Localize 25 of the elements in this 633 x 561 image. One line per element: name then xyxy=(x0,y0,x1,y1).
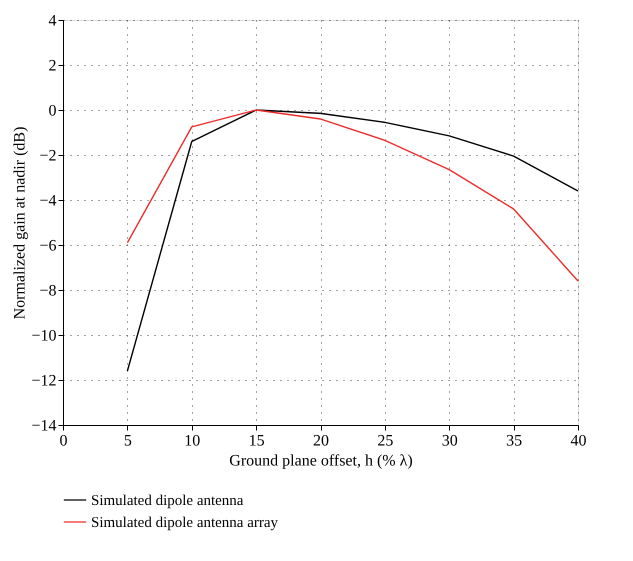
y-tick-label: −14 xyxy=(31,418,56,434)
x-axis-title: Ground plane offset, h (% λ) xyxy=(229,452,413,470)
line-series xyxy=(126,109,579,282)
x-tick-label: 35 xyxy=(506,432,522,450)
x-tick-label: 0 xyxy=(60,432,68,450)
y-tick-label: −4 xyxy=(39,192,56,210)
x-tick-label: 5 xyxy=(124,432,132,450)
y-tick-label: −10 xyxy=(31,328,56,344)
x-tick-label: 30 xyxy=(442,432,458,450)
x-tick-label: 40 xyxy=(570,432,586,450)
x-tick-label: 20 xyxy=(313,432,329,450)
legend-label: Simulated dipole antenna array xyxy=(91,515,279,531)
y-tick-label: 2 xyxy=(48,58,56,74)
y-tick-label: −8 xyxy=(39,282,56,300)
x-tick-label: 15 xyxy=(248,432,265,450)
y-tick-label: 4 xyxy=(48,12,56,30)
line-series xyxy=(126,109,579,372)
y-tick-label: −2 xyxy=(39,148,56,164)
y-tick-label: −12 xyxy=(31,372,56,390)
legend-label: Simulated dipole antenna xyxy=(91,493,244,509)
y-tick-label: −6 xyxy=(39,238,56,254)
x-tick-label: 25 xyxy=(377,432,394,450)
y-tick-label: 0 xyxy=(48,102,56,120)
y-axis-title: Normalized gain at nadir (dB) xyxy=(11,126,28,320)
x-tick-label: 10 xyxy=(184,432,200,450)
